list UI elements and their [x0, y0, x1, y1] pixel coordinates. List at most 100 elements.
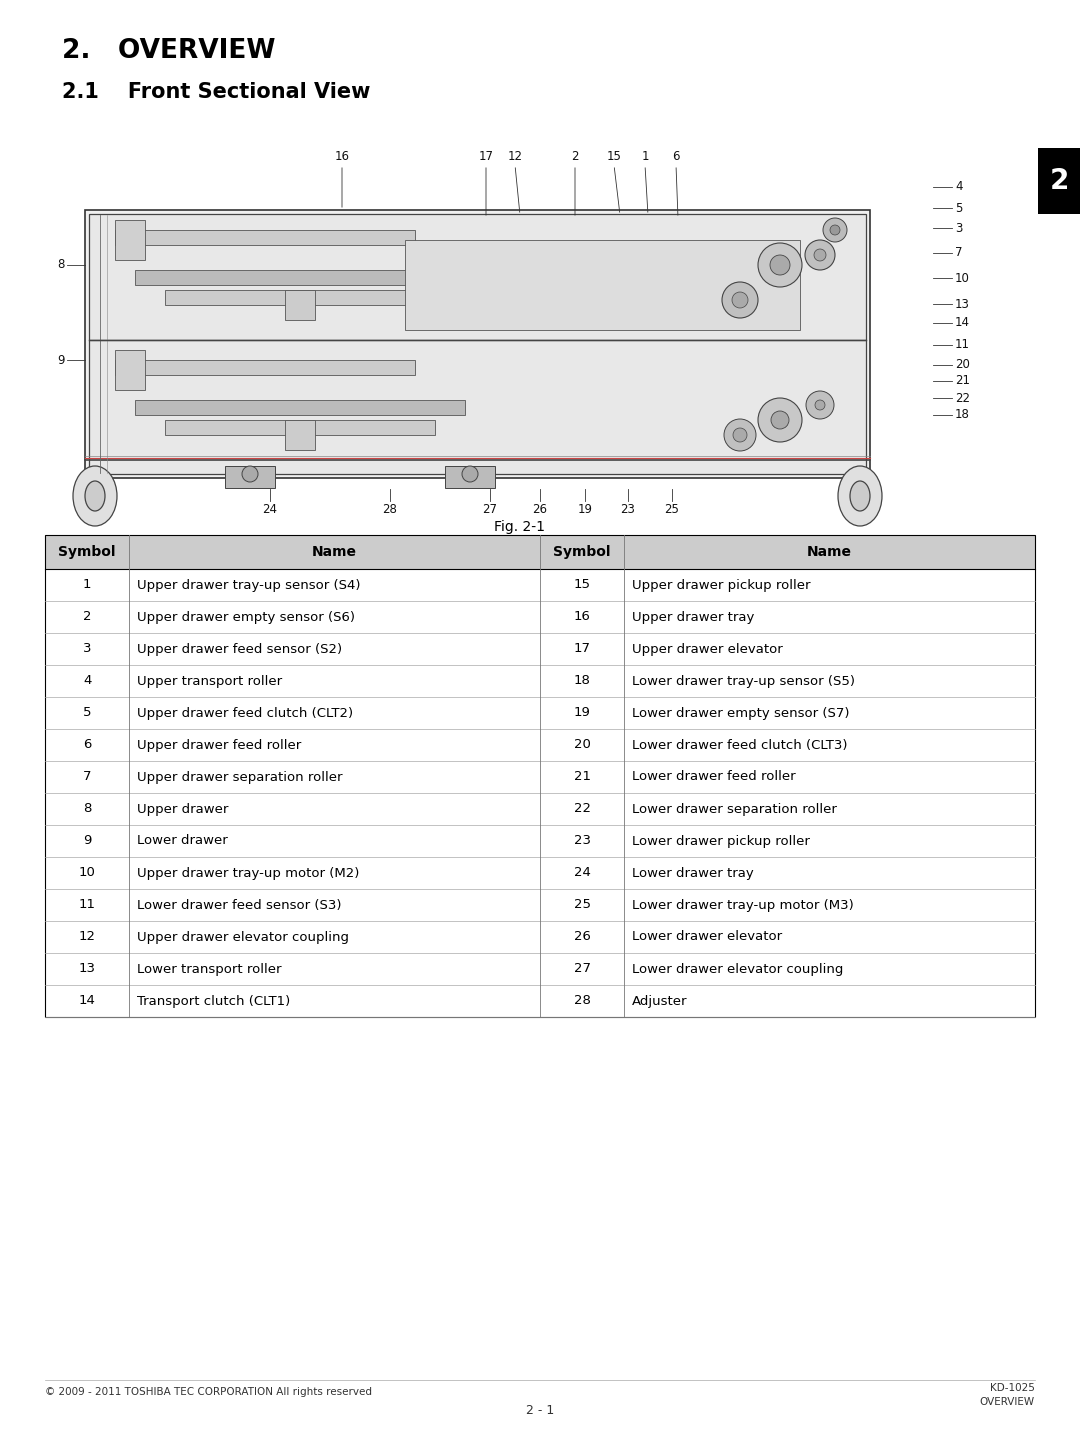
Text: 17: 17	[573, 642, 591, 655]
Ellipse shape	[85, 481, 105, 512]
Circle shape	[831, 226, 840, 236]
Text: 28: 28	[573, 994, 591, 1007]
Bar	[85, 210, 870, 479]
Text: 22: 22	[573, 802, 591, 816]
Text: 19: 19	[573, 707, 591, 720]
Text: Fig. 2-1: Fig. 2-1	[495, 520, 545, 535]
Text: 16: 16	[335, 149, 350, 162]
Text: Upper drawer empty sensor (S6): Upper drawer empty sensor (S6)	[137, 611, 355, 624]
Text: 11: 11	[79, 898, 95, 911]
Text: Lower transport roller: Lower transport roller	[137, 963, 282, 976]
Text: 18: 18	[573, 674, 591, 687]
Text: 14: 14	[79, 994, 95, 1007]
Ellipse shape	[838, 466, 882, 526]
Circle shape	[758, 243, 802, 287]
Bar	[405, 240, 800, 331]
Text: 22: 22	[955, 391, 970, 404]
Circle shape	[732, 292, 748, 308]
Text: 2.   OVERVIEW: 2. OVERVIEW	[62, 37, 275, 65]
Text: Name: Name	[807, 545, 852, 559]
Text: Upper drawer separation roller: Upper drawer separation roller	[137, 770, 342, 783]
Text: Upper drawer feed roller: Upper drawer feed roller	[137, 739, 301, 752]
Circle shape	[815, 399, 825, 410]
Text: 3: 3	[83, 642, 92, 655]
Circle shape	[771, 411, 789, 430]
Text: Upper transport roller: Upper transport roller	[137, 674, 282, 687]
Bar	[135, 270, 465, 285]
Text: Name: Name	[312, 545, 357, 559]
Text: Upper drawer tray-up motor (M2): Upper drawer tray-up motor (M2)	[137, 867, 360, 879]
Text: Lower drawer tray: Lower drawer tray	[632, 867, 754, 879]
Text: Upper drawer elevator coupling: Upper drawer elevator coupling	[137, 931, 349, 944]
Text: Lower drawer empty sensor (S7): Lower drawer empty sensor (S7)	[632, 707, 850, 720]
Text: 15: 15	[573, 579, 591, 592]
Text: 7: 7	[83, 770, 92, 783]
Circle shape	[814, 249, 826, 262]
Text: 18: 18	[955, 408, 970, 421]
Bar	[114, 351, 145, 389]
Text: 21: 21	[955, 375, 970, 388]
Text: Lower drawer separation roller: Lower drawer separation roller	[632, 802, 837, 816]
Text: Lower drawer tray-up motor (M3): Lower drawer tray-up motor (M3)	[632, 898, 854, 911]
Bar	[1038, 148, 1080, 214]
Ellipse shape	[73, 466, 117, 526]
Text: Upper drawer: Upper drawer	[137, 802, 229, 816]
Text: Upper drawer feed sensor (S2): Upper drawer feed sensor (S2)	[137, 642, 342, 655]
Bar	[45, 535, 1035, 1017]
Text: Lower drawer elevator coupling: Lower drawer elevator coupling	[632, 963, 843, 976]
Ellipse shape	[850, 481, 870, 512]
Text: 24: 24	[573, 867, 591, 879]
Bar	[89, 341, 866, 474]
Text: 20: 20	[955, 358, 970, 372]
Text: Lower drawer tray-up sensor (S5): Lower drawer tray-up sensor (S5)	[632, 674, 855, 687]
Text: Upper drawer feed clutch (CLT2): Upper drawer feed clutch (CLT2)	[137, 707, 353, 720]
Bar	[445, 466, 495, 489]
Text: 2: 2	[571, 149, 579, 162]
Text: 17: 17	[478, 149, 494, 162]
Text: 8: 8	[57, 259, 65, 272]
Bar	[285, 290, 315, 320]
Bar	[165, 290, 435, 305]
Text: 23: 23	[621, 503, 635, 516]
Text: 6: 6	[83, 739, 92, 752]
Text: 4: 4	[83, 674, 92, 687]
Text: 2: 2	[83, 611, 92, 624]
Text: 10: 10	[955, 272, 970, 285]
Text: 27: 27	[573, 963, 591, 976]
Text: Upper drawer tray-up sensor (S4): Upper drawer tray-up sensor (S4)	[137, 579, 361, 592]
Bar	[114, 361, 415, 375]
Text: Lower drawer feed sensor (S3): Lower drawer feed sensor (S3)	[137, 898, 341, 911]
Text: 23: 23	[573, 835, 591, 848]
Text: 9: 9	[83, 835, 92, 848]
Text: 6: 6	[672, 149, 679, 162]
Text: 2 - 1: 2 - 1	[526, 1404, 554, 1417]
Text: Upper drawer elevator: Upper drawer elevator	[632, 642, 783, 655]
Text: 5: 5	[955, 201, 962, 214]
Text: 26: 26	[532, 503, 548, 516]
Bar	[114, 230, 415, 244]
Circle shape	[823, 218, 847, 241]
Circle shape	[770, 254, 789, 274]
Bar	[135, 399, 465, 415]
Circle shape	[462, 466, 478, 481]
Text: Symbol: Symbol	[553, 545, 611, 559]
Circle shape	[723, 282, 758, 318]
Text: 24: 24	[262, 503, 278, 516]
Bar	[89, 214, 866, 341]
Text: Adjuster: Adjuster	[632, 994, 688, 1007]
Text: Lower drawer feed roller: Lower drawer feed roller	[632, 770, 796, 783]
Text: 27: 27	[483, 503, 498, 516]
Circle shape	[733, 428, 747, 443]
Text: 26: 26	[573, 931, 591, 944]
Text: Upper drawer pickup roller: Upper drawer pickup roller	[632, 579, 811, 592]
Text: 9: 9	[57, 354, 65, 366]
Text: 4: 4	[955, 181, 962, 194]
Text: 7: 7	[955, 247, 962, 260]
Text: 11: 11	[955, 339, 970, 352]
Text: 3: 3	[955, 221, 962, 234]
Text: Lower drawer pickup roller: Lower drawer pickup roller	[632, 835, 810, 848]
Text: 15: 15	[607, 149, 621, 162]
Circle shape	[806, 391, 834, 420]
Bar	[114, 220, 145, 260]
Text: 16: 16	[573, 611, 591, 624]
